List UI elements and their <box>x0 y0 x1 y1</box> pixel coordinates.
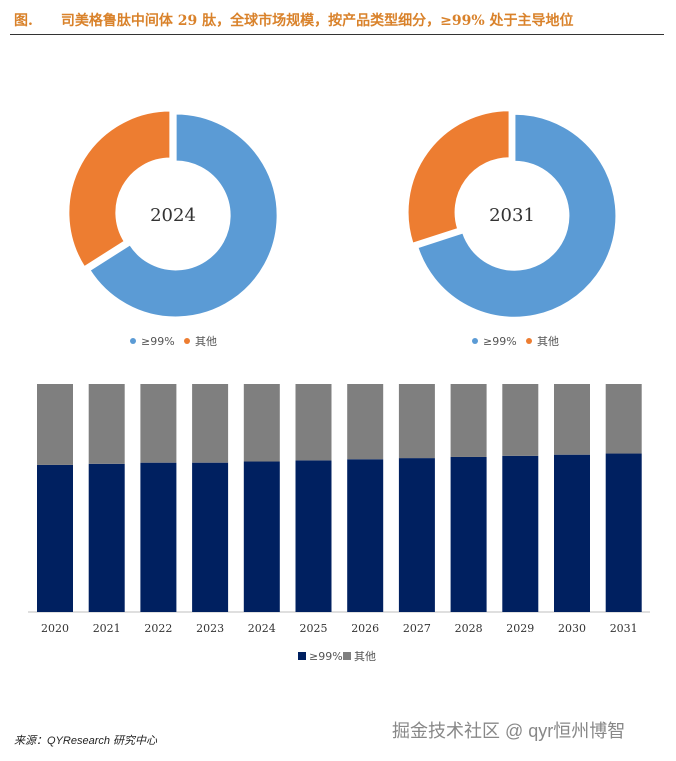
bar-tick-label-2023: 2023 <box>196 622 224 635</box>
bar-2031-main <box>605 453 642 612</box>
donut-2024-legend-marker-1 <box>184 338 190 344</box>
donut-2024-legend-label-1: 其他 <box>195 335 217 348</box>
bar-2024-other <box>243 384 280 462</box>
bar-tick-label-2024: 2024 <box>248 622 276 635</box>
bar-tick-label-2028: 2028 <box>455 622 483 635</box>
chart-title: 图. 司美格鲁肽中间体 29 肽，全球市场规模，按产品类型细分，≥99% 处于主… <box>14 13 574 29</box>
bar-2028-main <box>450 456 487 612</box>
donut-2031-legend-label-1: 其他 <box>537 335 559 348</box>
bar-tick-label-2022: 2022 <box>144 622 172 635</box>
bar-2027-other <box>398 384 435 459</box>
title-divider <box>10 34 664 35</box>
bar-2023-main <box>192 462 229 612</box>
bar-2029-main <box>502 455 539 612</box>
bar-2022-other <box>140 384 177 463</box>
bar-2026-main <box>347 459 384 612</box>
bar-2027-main <box>398 458 435 612</box>
site-watermark: 掘金技术社区 @ qyr恒州博智 <box>392 721 626 741</box>
donut-2031-legend-marker-1 <box>526 338 532 344</box>
donut-2031-slice-0 <box>416 112 618 319</box>
bar-2029-other <box>502 384 539 456</box>
donut-2024-legend-label-0: ≥99% <box>141 335 175 348</box>
bar-tick-label-2021: 2021 <box>93 622 121 635</box>
bar-tick-label-2027: 2027 <box>403 622 431 635</box>
bar-legend-label-0: ≥99% <box>309 650 343 663</box>
donut-2024-center-label: 2024 <box>150 205 196 226</box>
donut-2031-legend-label-0: ≥99% <box>483 335 517 348</box>
bar-tick-label-2031: 2031 <box>610 622 638 635</box>
bar-2024-main <box>243 461 280 612</box>
source-note: 来源：QYResearch 研究中心 <box>14 735 158 747</box>
donut-2031-legend-marker-0 <box>472 338 478 344</box>
bar-2023-other <box>192 384 229 463</box>
bar-2021-other <box>88 384 125 464</box>
bar-2020-other <box>37 384 73 465</box>
bar-tick-label-2030: 2030 <box>558 622 586 635</box>
donut-2031-center-label: 2031 <box>489 205 535 226</box>
bar-legend-label-1: 其他 <box>354 650 376 663</box>
bar-tick-label-2026: 2026 <box>351 622 379 635</box>
bar-2030-main <box>554 454 590 612</box>
bar-2025-other <box>295 384 332 461</box>
bar-legend-marker-0 <box>298 652 306 660</box>
bar-tick-label-2025: 2025 <box>300 622 328 635</box>
bar-tick-label-2020: 2020 <box>41 622 69 635</box>
donut-2024-legend-marker-0 <box>130 338 136 344</box>
donut-2024-slice-1 <box>67 109 172 269</box>
bar-2021-main <box>88 463 125 612</box>
bar-2026-other <box>347 384 384 460</box>
bar-2022-main <box>140 462 177 612</box>
bar-legend-marker-1 <box>343 652 351 660</box>
bar-2028-other <box>450 384 487 457</box>
donut-2031-slice-1 <box>406 109 511 246</box>
bar-2025-main <box>295 460 332 612</box>
bar-2020-main <box>37 464 73 612</box>
donut-2024-slice-0 <box>88 112 279 319</box>
bar-2030-other <box>554 384 590 455</box>
bar-tick-label-2029: 2029 <box>506 622 534 635</box>
bar-2031-other <box>605 384 642 454</box>
